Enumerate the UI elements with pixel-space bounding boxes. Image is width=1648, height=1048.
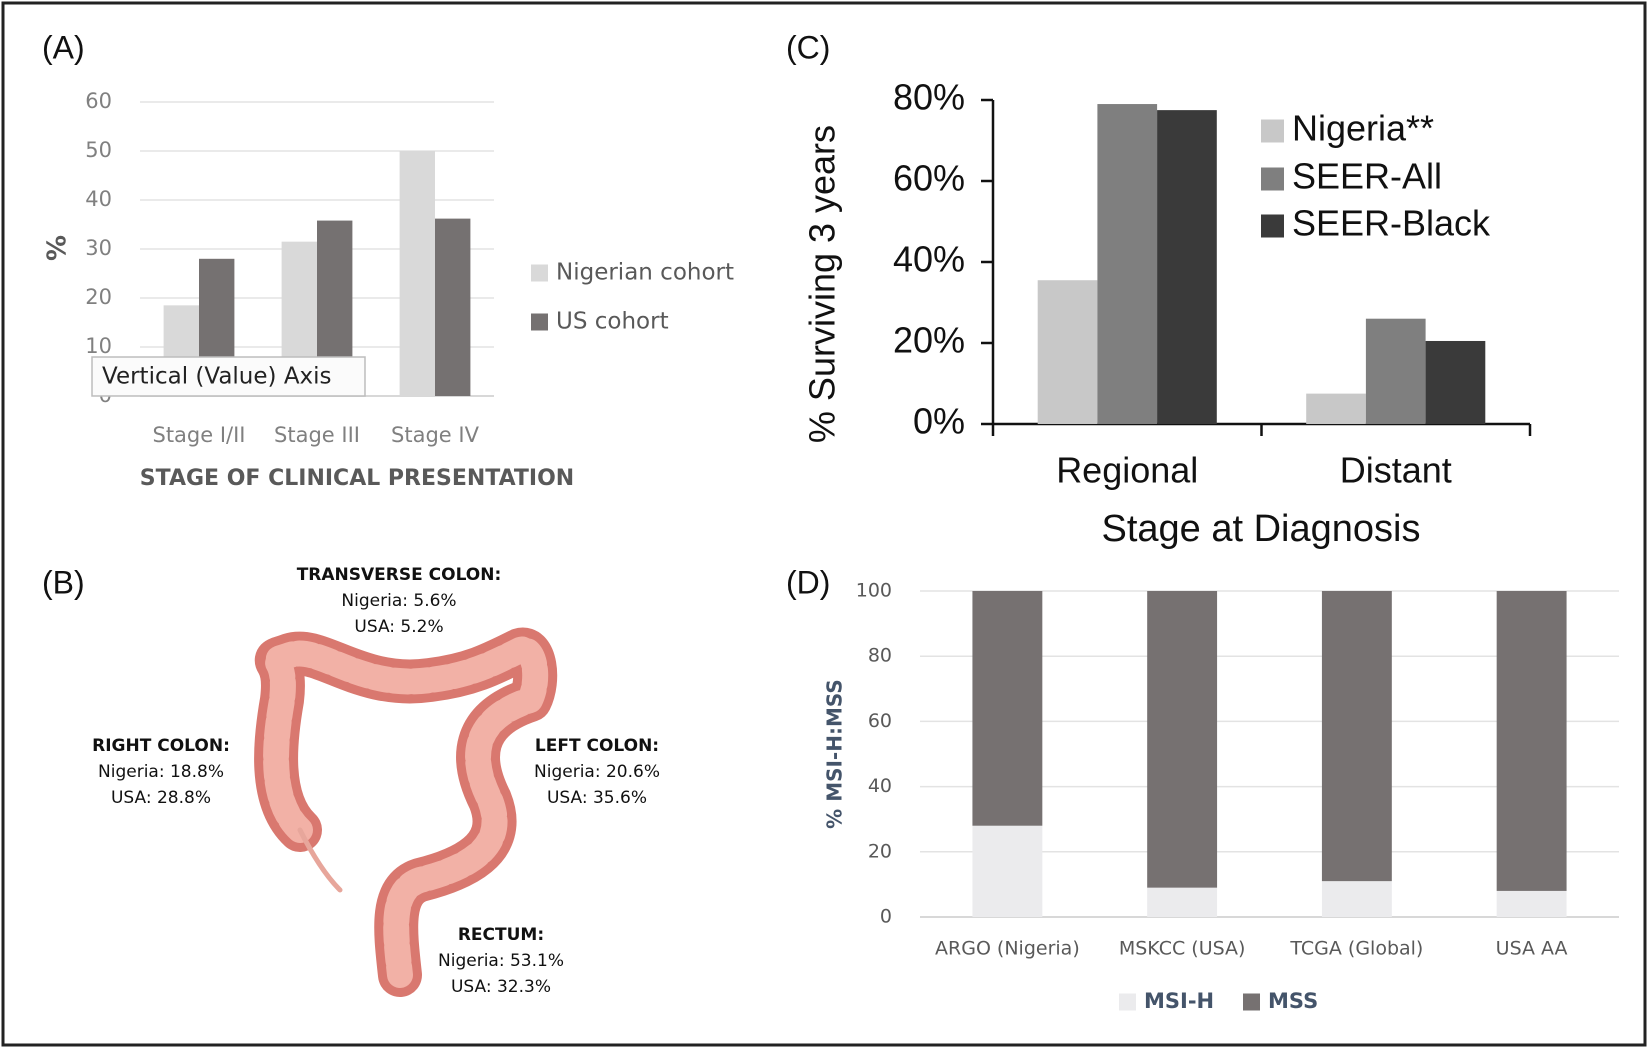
x-tick-label: USA AA (1496, 938, 1568, 960)
chart: (C) 0% 20% 40% 60% 80% Regional Distant Stage at… (786, 29, 1532, 550)
panel-label: (A) (42, 29, 85, 65)
x-axis-title: Stage at Diagnosis (1102, 508, 1421, 550)
bar-segment (1496, 890, 1567, 917)
bar (399, 151, 435, 396)
legend-swatch (1261, 119, 1284, 143)
region-title: TRANSVERSE COLON: (297, 565, 502, 585)
legend-label: Nigerian cohort (556, 260, 734, 286)
region-title: RECTUM: (458, 925, 544, 945)
y-tick-label: 10 (85, 334, 112, 358)
y-tick-label: 20% (893, 320, 965, 361)
region-stat: USA: 5.2% (354, 617, 443, 637)
bar (1097, 104, 1158, 425)
x-tick-label: Regional (1056, 450, 1198, 491)
bar (435, 218, 471, 396)
x-tick-label: Stage I/II (152, 423, 245, 447)
y-tick-label: 30 (85, 236, 112, 260)
colon-illustration (254, 627, 558, 997)
y-tick-label: 100 (856, 580, 892, 602)
tooltip-box (91, 356, 366, 397)
y-tick-label: 0 (880, 906, 892, 928)
legend-swatch (1119, 993, 1136, 1011)
y-tick-label: 20 (868, 840, 892, 862)
legend-label: SEER-Black (1292, 203, 1491, 244)
legend-swatch (1243, 993, 1260, 1011)
bar (1306, 393, 1366, 424)
legend-label: Nigeria** (1292, 108, 1434, 149)
x-tick-label: Stage III (274, 423, 360, 447)
region-stat: USA: 28.8% (111, 788, 211, 808)
region-stat: USA: 35.6% (547, 788, 647, 808)
panel-label: (D) (786, 564, 830, 600)
y-tick-label: 0% (913, 401, 965, 442)
panel-label: (B) (42, 564, 85, 600)
y-tick-label: 40 (868, 775, 892, 797)
region-stat: Nigeria: 20.6% (534, 762, 660, 782)
bar (1157, 110, 1217, 424)
x-tick-label: TCGA (Global) (1289, 938, 1423, 960)
y-tick-label: 60 (85, 89, 112, 113)
legend-label: SEER-All (1292, 156, 1442, 197)
bar (1037, 280, 1098, 424)
region-stat: Nigeria: 53.1% (438, 951, 564, 971)
legend-label: MSI-H (1144, 989, 1214, 1013)
y-tick-label: 40 (85, 187, 112, 211)
x-tick-label: Stage IV (391, 423, 480, 447)
legend-swatch (1261, 167, 1284, 191)
bar (1425, 340, 1486, 424)
y-axis-title: % (43, 235, 73, 261)
bar-segment (1496, 591, 1567, 891)
legend-swatch (531, 264, 548, 282)
region-title: RIGHT COLON: (92, 736, 230, 756)
tooltip-text: Vertical (Value) Axis (102, 364, 332, 390)
legend-label: US cohort (556, 309, 669, 335)
y-axis-title: % MSI-H:MSS (823, 679, 847, 829)
y-tick-label: 40% (893, 239, 965, 280)
y-tick-label: 80% (893, 77, 965, 118)
bar-segment (1321, 591, 1392, 882)
bar (1365, 318, 1426, 424)
region-stat: Nigeria: 5.6% (341, 591, 456, 611)
legend-label: MSS (1268, 989, 1318, 1013)
y-tick-label: 50 (85, 138, 112, 162)
bar-segment (972, 591, 1043, 826)
y-tick-label: 20 (85, 285, 112, 309)
region-stat: Nigeria: 18.8% (98, 762, 224, 782)
y-tick-label: 80 (868, 645, 892, 667)
x-tick-label: MSKCC (USA) (1119, 938, 1246, 960)
legend-swatch (1261, 214, 1284, 238)
chart: (D) 0 20 40 60 80 100 ARGO (Nigeria) MSKCC (USA)… (786, 564, 1619, 1013)
x-tick-label: Distant (1340, 450, 1452, 491)
bar-segment (1321, 881, 1392, 917)
y-axis-title: % Surviving 3 years (802, 125, 843, 443)
x-axis-title: STAGE OF CLINICAL PRESENTATION (140, 466, 574, 491)
region-title: LEFT COLON: (535, 736, 659, 756)
bar-segment (1147, 591, 1218, 888)
y-tick-label: 60% (893, 158, 965, 199)
panel-label: (C) (786, 29, 830, 65)
x-tick-label: ARGO (Nigeria) (935, 938, 1080, 960)
y-tick-label: 60 (868, 710, 892, 732)
bar-segment (972, 825, 1043, 917)
bar-segment (1147, 887, 1218, 917)
region-stat: USA: 32.3% (451, 977, 551, 997)
legend-swatch (531, 313, 548, 331)
